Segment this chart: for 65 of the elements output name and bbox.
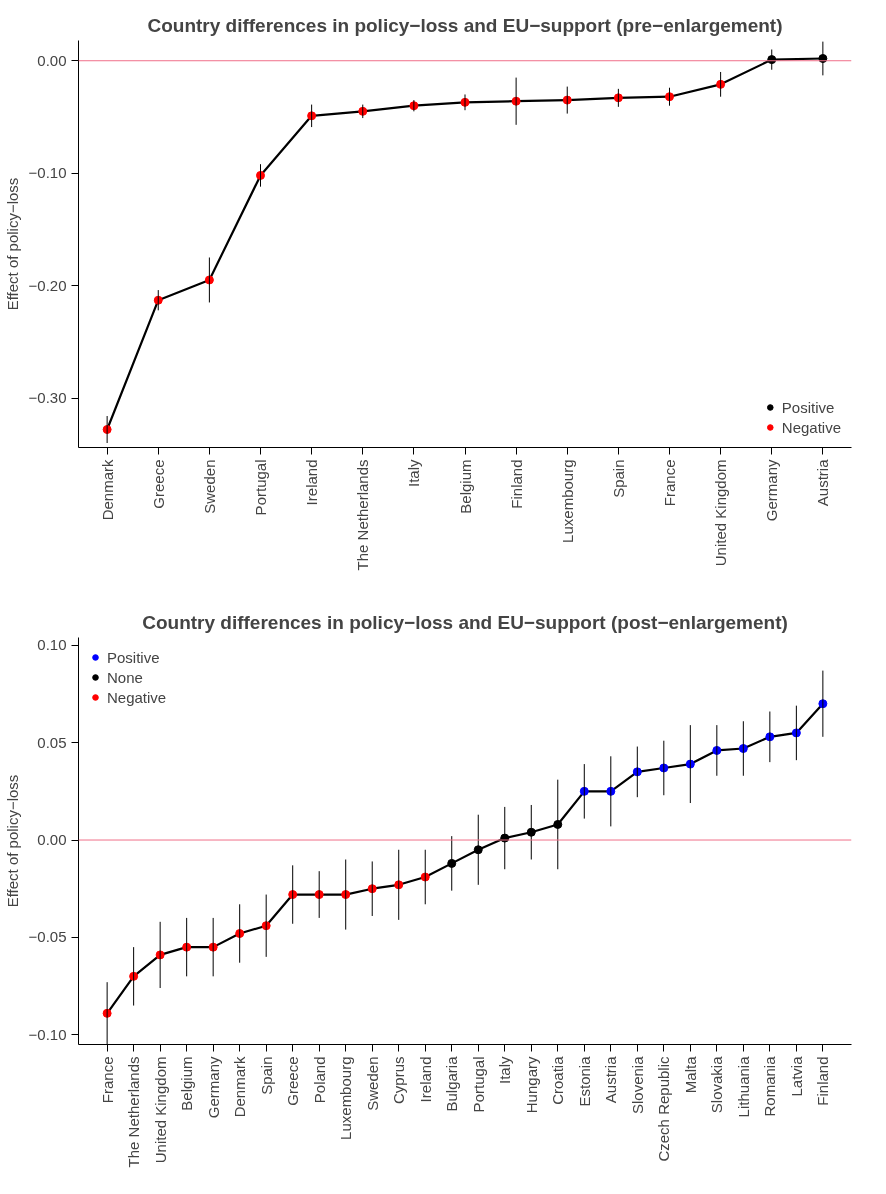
x-tick-label: France (661, 459, 678, 507)
legend-label: Positive (107, 648, 160, 666)
x-tick-label: Greece (149, 459, 167, 509)
x-tick-label: Luxembourg (337, 1056, 355, 1140)
x-tick-label: Czech Republic (655, 1056, 673, 1162)
x-tick-label: Poland (310, 1056, 328, 1104)
x-tick-label: Finland (507, 459, 525, 509)
x-tick-label: Hungary (522, 1056, 540, 1114)
y-axis-title: Effect of policy−loss (3, 177, 21, 311)
y-tick-label: −0.10 (28, 164, 67, 182)
chart-title: Country differences in policy−loss and EU−support (post−enlargement) (142, 611, 788, 633)
x-tick-label: Croatia (549, 1055, 567, 1105)
y-tick-label: 0.00 (37, 51, 67, 69)
y-tick-label: −0.05 (28, 928, 67, 946)
chart-title: Country differences in policy−loss and EU−support (pre−enlargement) (147, 14, 783, 36)
x-tick-label: Denmark (231, 1056, 249, 1118)
x-tick-label: United Kingdom (151, 1056, 169, 1164)
y-tick-label: 0.05 (37, 733, 67, 751)
x-tick-label: Germany (763, 459, 781, 522)
x-tick-label: Belgium (456, 459, 474, 514)
x-tick-label: Lithuania (734, 1055, 752, 1118)
x-tick-label: Finland (814, 1056, 832, 1106)
legend-label: Negative (107, 688, 167, 706)
x-tick-label: Slovenia (628, 1055, 646, 1115)
legend-label: Positive (781, 398, 835, 416)
y-axis-title: Effect of policy−loss (3, 774, 21, 908)
x-tick-label: The Netherlands (125, 1056, 143, 1168)
y-tick-label: 0.00 (37, 831, 67, 849)
x-tick-label: Germany (204, 1056, 222, 1119)
point (553, 819, 563, 829)
x-tick-label: Portugal (252, 459, 269, 516)
x-tick-label: Austria (814, 458, 832, 507)
y-tick-label: −0.10 (28, 1025, 67, 1043)
x-tick-label: Italy (496, 1056, 514, 1085)
x-tick-label: Ireland (303, 459, 321, 506)
x-tick-label: Austria (602, 1055, 620, 1104)
x-tick-label: Belgium (178, 1056, 196, 1111)
x-tick-label: Estonia (575, 1055, 593, 1107)
x-tick-label: Denmark (98, 459, 116, 521)
x-tick-label: France (98, 1056, 116, 1104)
x-tick-label: Bulgaria (443, 1055, 461, 1112)
x-tick-label: Spain (609, 459, 627, 498)
x-tick-label: Sweden (363, 1056, 381, 1111)
x-tick-label: Slovakia (708, 1055, 726, 1114)
point (526, 827, 536, 837)
y-tick-label: −0.30 (28, 389, 67, 407)
x-tick-label: United Kingdom (712, 459, 730, 567)
x-tick-label: Malta (681, 1055, 699, 1094)
x-tick-label: Cyprus (390, 1056, 408, 1105)
point (473, 845, 483, 855)
x-tick-label: Latvia (787, 1055, 805, 1097)
point (447, 858, 457, 868)
legend-label: Negative (781, 418, 841, 436)
x-tick-label: The Netherlands (354, 459, 372, 571)
x-tick-label: Ireland (416, 1056, 434, 1103)
x-tick-label: Romania (761, 1055, 779, 1117)
x-tick-label: Portugal (469, 1056, 487, 1113)
y-tick-label: −0.20 (28, 276, 67, 294)
x-tick-label: Sweden (200, 459, 218, 514)
y-tick-label: 0.10 (37, 636, 67, 654)
x-tick-label: Greece (284, 1056, 302, 1106)
legend-label: None (107, 668, 143, 686)
x-tick-label: Luxembourg (558, 459, 576, 543)
x-tick-label: Spain (257, 1056, 275, 1095)
x-tick-label: Italy (405, 459, 423, 488)
